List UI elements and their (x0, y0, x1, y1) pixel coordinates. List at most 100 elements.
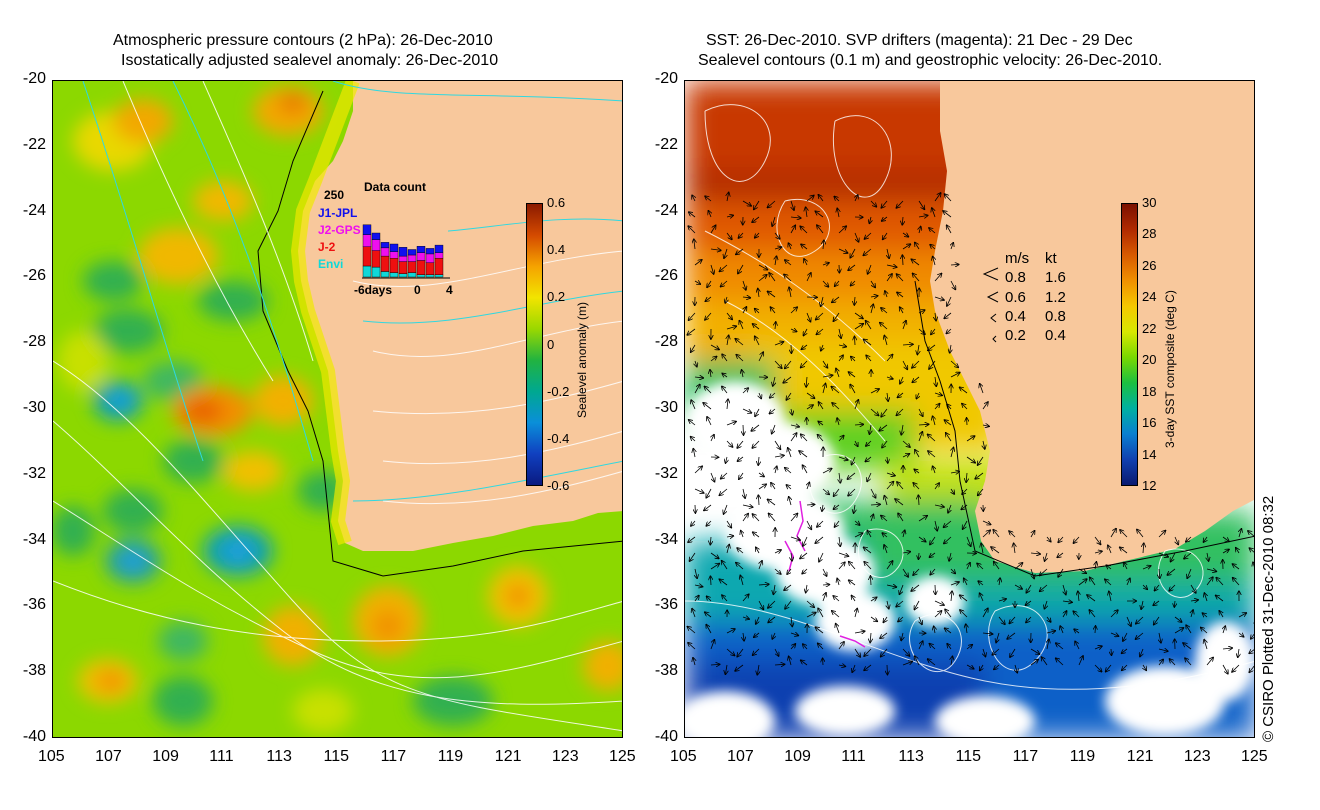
velocity-arrow (934, 297, 944, 300)
velocity-arrow (887, 248, 889, 258)
velocity-arrow (774, 648, 779, 656)
velocity-arrow (1010, 648, 1016, 657)
velocity-arrow (918, 536, 926, 542)
velocity-arrow (725, 664, 727, 674)
velocity-arrow (726, 520, 731, 528)
sealevel-colorbar-label: Sealevel anomaly (m) (575, 301, 589, 418)
velocity-arrow (851, 456, 856, 465)
velocity-arrow (881, 648, 888, 657)
velocity-arrow (1136, 616, 1144, 624)
velocity-arrow (870, 616, 877, 621)
velocity-arrow (902, 568, 908, 577)
velocity-arrow (931, 328, 936, 334)
velocity-arrow (919, 616, 922, 624)
data-count-bar (371, 232, 381, 240)
velocity-arrow (896, 408, 904, 415)
velocity-arrow (801, 244, 808, 250)
right-lon-label: 119 (1069, 748, 1096, 765)
velocity-arrow (950, 471, 959, 473)
right-lat-label: -20 (654, 70, 678, 87)
sst-colorbar-tick: 20 (1142, 352, 1157, 368)
velocity-arrow (854, 533, 863, 538)
velocity-arrow (928, 434, 936, 442)
velocity-arrow (687, 328, 696, 335)
right-lat-label: -36 (654, 596, 678, 614)
data-count-bar (389, 272, 399, 278)
velocity-arrow (882, 533, 888, 537)
velocity-arrow (838, 226, 846, 234)
velocity-arrow (1094, 646, 1102, 649)
velocity-arrow (865, 456, 872, 462)
velocity-arrow (758, 275, 767, 282)
velocity-arrow (758, 600, 763, 609)
data-count-bar (371, 239, 381, 251)
velocity-arrow (854, 631, 865, 633)
left-lon-label: 119 (437, 748, 464, 765)
left-lon-label: 125 (609, 748, 636, 765)
velocity-arrow (806, 273, 811, 282)
velocity-arrow (785, 468, 792, 474)
velocity-arrow (774, 568, 781, 574)
velocity-arrow (735, 339, 744, 346)
velocity-arrow (1122, 664, 1128, 670)
velocity-arrow (1219, 611, 1223, 618)
velocity-arrow (767, 499, 776, 506)
velocity-arrow (1108, 545, 1111, 554)
velocity-arrow (870, 576, 871, 586)
velocity-arrow (951, 447, 954, 458)
sealevel-colorbar-tick: 0 (547, 336, 555, 352)
sst-colorbar-tick: 30 (1142, 195, 1157, 210)
velocity-arrow (742, 370, 743, 378)
velocity-arrow (689, 420, 696, 426)
velocity-arrow (694, 260, 702, 266)
velocity-arrow (1142, 584, 1147, 589)
velocity-arrow (822, 488, 829, 494)
velocity-arrow (994, 562, 1000, 570)
velocity-arrow (934, 611, 942, 618)
velocity-arrow (854, 336, 855, 346)
velocity-arrow (1015, 664, 1017, 673)
data-count-bar (416, 252, 426, 261)
velocity-arrow (742, 514, 748, 522)
data-count-bar (371, 266, 381, 278)
velocity-arrow (848, 488, 856, 496)
velocity-arrow (1169, 584, 1176, 591)
velocity-arrow (930, 536, 936, 545)
velocity-arrow (950, 582, 959, 585)
velocity-arrow (752, 216, 760, 222)
velocity-arrow (915, 242, 920, 250)
velocity-arrow (806, 612, 816, 618)
velocity-arrow (949, 552, 951, 561)
velocity-arrow (834, 520, 840, 527)
velocity-arrow (822, 263, 829, 265)
velocity-arrow (710, 472, 715, 482)
velocity-arrow (742, 388, 748, 394)
velocity-arrow (802, 465, 808, 474)
velocity-arrow (837, 578, 839, 586)
left-lat-label: -30 (22, 399, 46, 416)
velocity-arrow (1095, 626, 1096, 634)
velocity-arrow (903, 530, 905, 538)
velocity-arrow (790, 514, 797, 522)
velocity-legend-header-kt: kt (1045, 250, 1057, 267)
velocity-arrow (711, 435, 714, 442)
velocity-arrow (1186, 536, 1192, 542)
sealevel-colorbar-tick: 0.6 (547, 195, 566, 210)
velocity-arrow (742, 200, 751, 206)
velocity-arrow (1120, 530, 1128, 538)
data-count-bar (362, 265, 372, 278)
velocity-arrow (743, 632, 744, 641)
velocity-arrow (791, 200, 794, 210)
velocity-arrow (1207, 552, 1209, 561)
velocity-arrow (902, 244, 910, 250)
velocity-arrow (833, 312, 840, 321)
right-lat-label: -38 (654, 662, 678, 680)
velocity-arrow (710, 536, 711, 545)
right-title-line2: Sealevel contours (0.1 m) and geostrophi… (698, 52, 1163, 69)
velocity-arrow (1201, 627, 1208, 634)
velocity-arrow (1249, 649, 1254, 653)
right-lon-label: 105 (670, 748, 697, 765)
velocity-arrow (918, 552, 919, 559)
velocity-arrow (944, 312, 952, 318)
velocity-arrow (1047, 616, 1051, 622)
